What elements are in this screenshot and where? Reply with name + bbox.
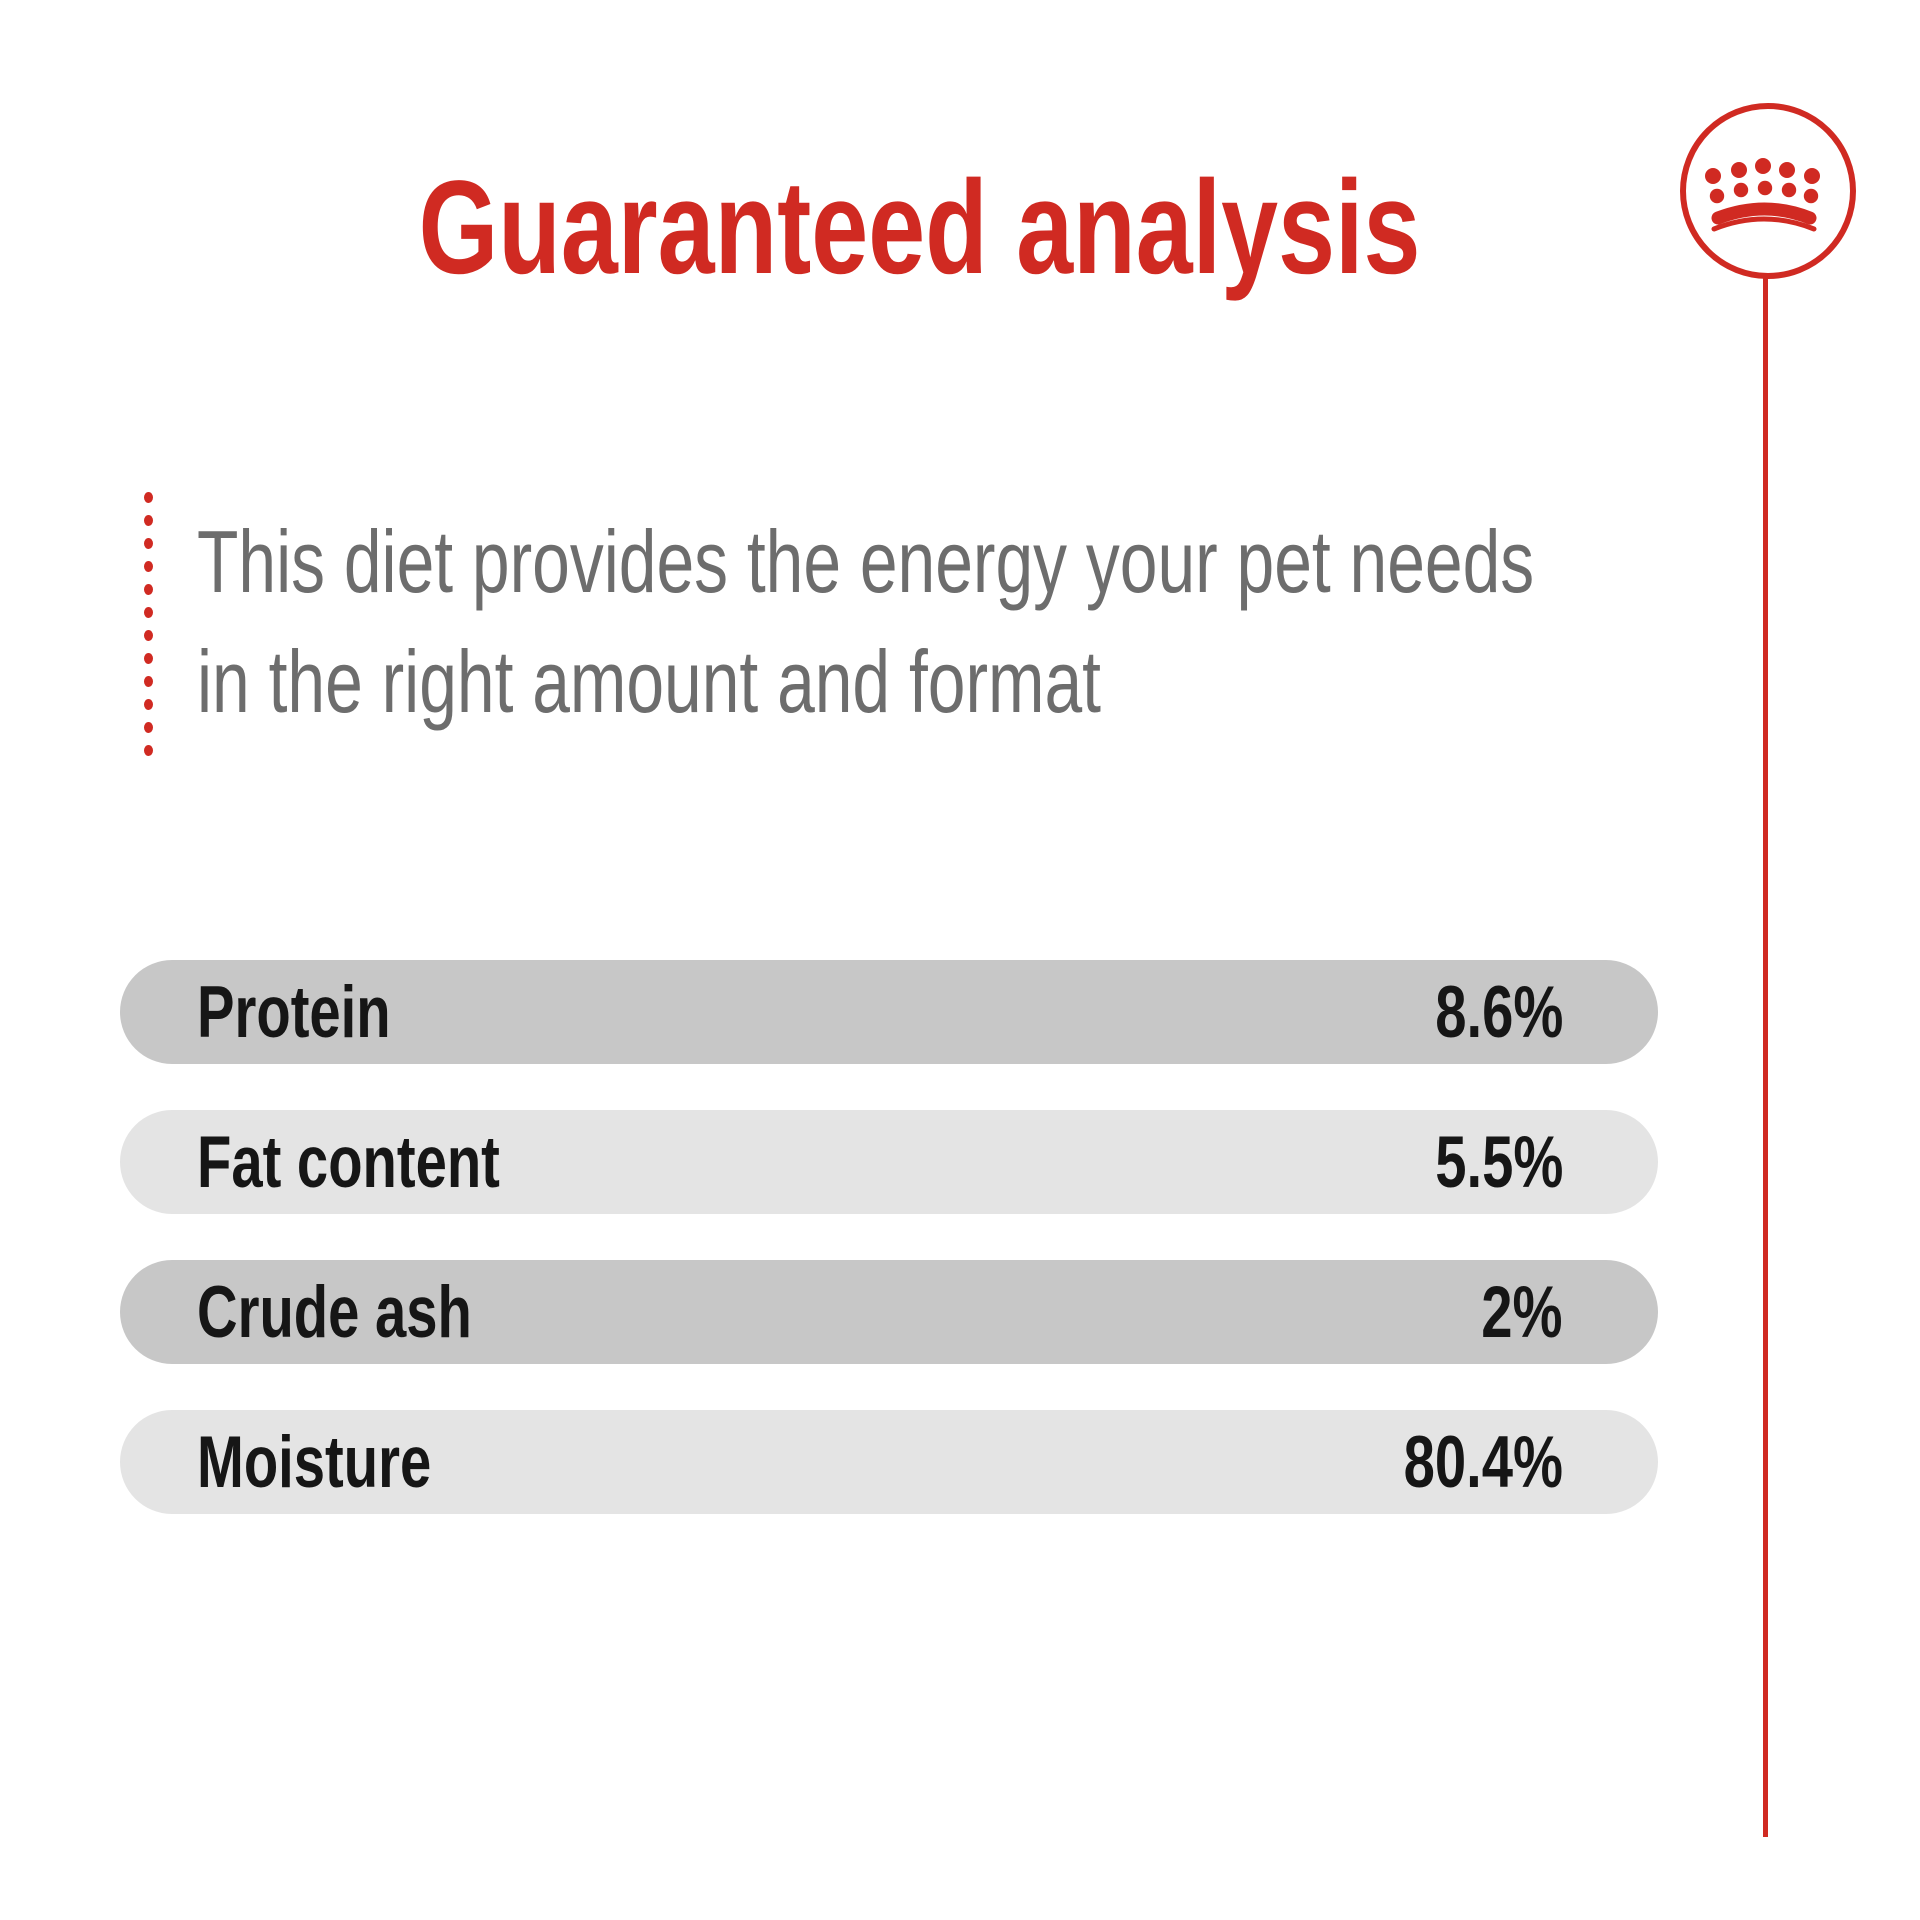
table-row-protein: Protein 8.6%: [120, 960, 1658, 1064]
royal-canin-crown-icon: [1680, 103, 1856, 279]
rule-dot: [144, 607, 153, 618]
crown-pearls: [1705, 158, 1820, 204]
rule-dot: [144, 676, 153, 687]
intro-line-2: in the right amount and format: [197, 632, 1101, 731]
rule-dot: [144, 722, 153, 733]
intro-text: This diet provides the energy your pet n…: [197, 502, 1920, 742]
intro-line-1: This diet provides the energy your pet n…: [197, 512, 1535, 611]
row-value: 8.6%: [1434, 971, 1563, 1053]
row-label: Crude ash: [197, 1271, 472, 1353]
rule-dot: [144, 745, 153, 756]
row-value: 5.5%: [1434, 1121, 1563, 1203]
crown-base: [1711, 202, 1817, 232]
rule-dot: [144, 538, 153, 549]
rule-dot: [144, 630, 153, 641]
row-label: Moisture: [197, 1421, 432, 1503]
rule-dot: [144, 515, 153, 526]
row-label: Protein: [197, 971, 391, 1053]
row-label: Fat content: [197, 1121, 500, 1203]
vertical-rule: [1763, 278, 1768, 1837]
rule-dot: [144, 492, 153, 503]
row-value: 80.4%: [1403, 1421, 1563, 1503]
rule-dot: [144, 653, 153, 664]
table-row-fat-content: Fat content 5.5%: [120, 1110, 1658, 1214]
table-row-crude-ash: Crude ash 2%: [120, 1260, 1658, 1364]
dotted-rule: [144, 492, 153, 756]
table-row-moisture: Moisture 80.4%: [120, 1410, 1658, 1514]
row-value: 2%: [1481, 1271, 1563, 1353]
rule-dot: [144, 561, 153, 572]
analysis-table: Protein 8.6% Fat content 5.5% Crude ash …: [120, 960, 1658, 1560]
page-title-text: Guaranteed analysis: [419, 154, 1421, 302]
page-title: Guaranteed analysis: [40, 162, 1800, 295]
rule-dot: [144, 699, 153, 710]
rule-dot: [144, 584, 153, 595]
